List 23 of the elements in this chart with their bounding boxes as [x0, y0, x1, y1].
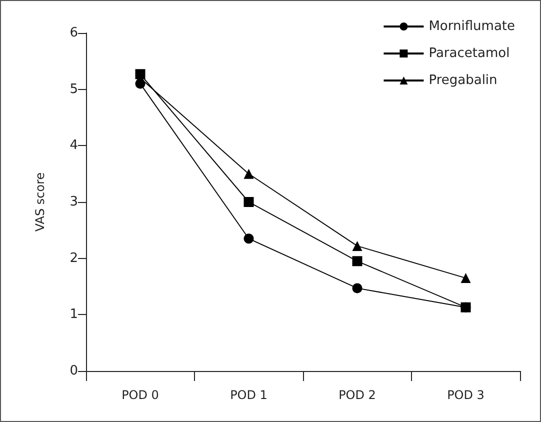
y-tick-label: 1 — [70, 307, 78, 322]
x-tick-label: POD 1 — [230, 388, 268, 402]
y-axis-title: VAS score — [33, 172, 47, 232]
legend-label: Morniflumate — [428, 19, 516, 34]
point — [244, 234, 254, 244]
point — [460, 302, 471, 312]
legend-label: Paracetamol — [428, 46, 510, 61]
y-tick-label: 3 — [70, 194, 78, 210]
point — [352, 283, 362, 294]
y-tick-label: 6 — [70, 26, 78, 40]
x-tick-label: POD 3 — [447, 388, 484, 402]
point — [352, 256, 362, 266]
y-tick-label: 4 — [70, 138, 78, 154]
point — [352, 240, 362, 251]
point — [460, 273, 471, 284]
x-tick-label: POD 0 — [122, 388, 159, 402]
y-tick-label: 5 — [70, 82, 78, 97]
y-tick-label: 0 — [70, 364, 78, 378]
legend-label: Pregabalin — [428, 73, 498, 88]
point — [244, 168, 254, 179]
point — [244, 197, 254, 207]
x-tick-label: POD 2 — [338, 388, 376, 402]
y-tick-label: 2 — [70, 250, 78, 266]
